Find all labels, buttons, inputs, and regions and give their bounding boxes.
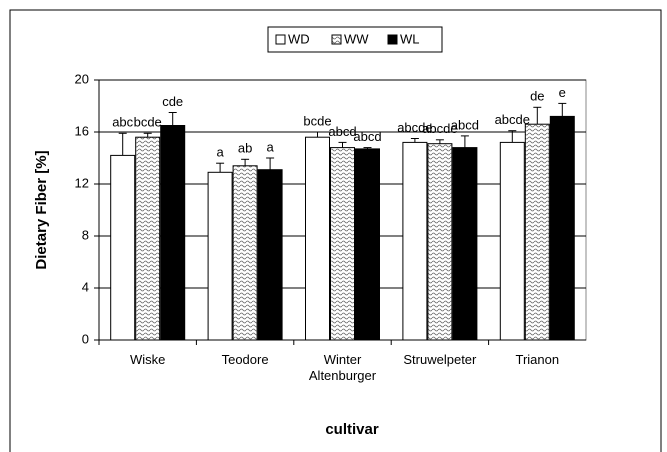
y-tick-label: 4 xyxy=(82,279,89,294)
bar-annotation: abcde xyxy=(397,120,432,135)
y-tick-label: 16 xyxy=(75,123,89,138)
frame xyxy=(9,9,662,452)
y-axis-title: Dietary Fiber [%] xyxy=(33,150,50,269)
bar xyxy=(232,165,258,341)
bar xyxy=(499,141,525,341)
legend xyxy=(267,26,443,53)
legend-label: WL xyxy=(400,31,420,46)
legend-label: WW xyxy=(344,31,369,46)
y-tick-label: 12 xyxy=(75,175,89,190)
bar xyxy=(452,147,478,341)
x-axis-title: cultivar xyxy=(325,421,379,438)
y-tick-label: 8 xyxy=(82,227,89,242)
legend-swatch xyxy=(331,34,342,45)
bar-annotation: a xyxy=(216,145,224,160)
bar xyxy=(355,148,380,341)
bar xyxy=(135,136,161,341)
bar-annotation: abcd xyxy=(451,117,479,132)
bar-annotation: abc xyxy=(112,115,133,130)
bar-annotation: abcde xyxy=(495,112,530,127)
bar-annotation: ab xyxy=(238,141,252,156)
bar-annotation: abcd xyxy=(353,129,381,144)
bar-annotation: abcd xyxy=(328,124,356,139)
legend-label: WD xyxy=(288,31,310,46)
bar-annotation: e xyxy=(559,85,566,100)
bar xyxy=(402,141,428,341)
x-tick-label: Wiske xyxy=(129,352,166,367)
bar-annotation: de xyxy=(530,89,544,104)
legend-swatch xyxy=(275,34,286,45)
y-tick-label: 0 xyxy=(82,331,89,346)
bar-annotation: a xyxy=(266,139,274,154)
bar xyxy=(427,143,453,341)
bar xyxy=(257,169,283,341)
bar xyxy=(110,154,136,341)
x-tick-label: Struwelpeter xyxy=(403,352,477,367)
bar-annotation: cde xyxy=(162,94,183,109)
y-tick-label: 20 xyxy=(75,71,89,86)
bar-annotation: bcde xyxy=(303,113,331,128)
bar xyxy=(160,125,186,341)
bar xyxy=(330,147,355,341)
x-tick-label: Winter Altenburger xyxy=(308,352,377,383)
bar xyxy=(549,115,575,341)
bar xyxy=(524,123,550,341)
bar-annotation: bcde xyxy=(134,115,162,130)
bar xyxy=(207,171,233,341)
bar-annotation: abcde xyxy=(422,121,457,136)
x-tick-label: Trianon xyxy=(515,352,560,367)
bar xyxy=(305,136,330,341)
x-tick-label: Teodore xyxy=(221,352,269,367)
legend-swatch xyxy=(387,34,398,45)
